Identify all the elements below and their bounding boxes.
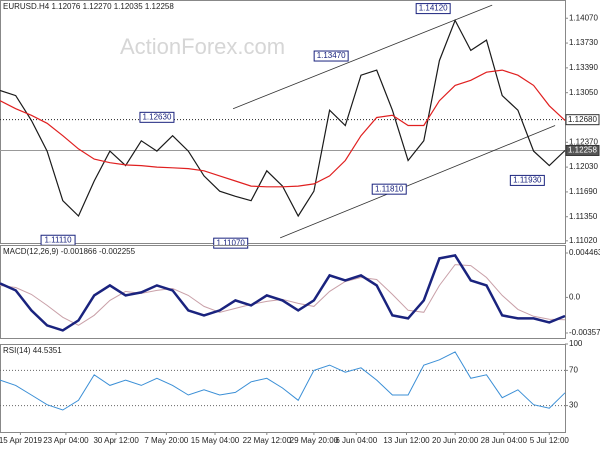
- x-tick-label: 15 Apr 2019: [0, 436, 43, 445]
- x-tick-label: 30 Apr 12:00: [93, 436, 139, 445]
- x-tick-label: 23 Apr 04:00: [43, 436, 89, 445]
- annotation-label: 1.11070: [217, 238, 246, 247]
- annotation-label: 1.11810: [375, 184, 404, 193]
- panel-frame: [0, 344, 566, 433]
- annotation-label: 1.11110: [44, 235, 72, 244]
- annotation-box: [371, 183, 407, 195]
- series-line: [0, 254, 566, 332]
- annotation-label: 1.12630: [142, 112, 171, 121]
- y-tick-label: 1.13050: [569, 88, 598, 97]
- panel-frame: [0, 245, 566, 339]
- trend-line: [232, 4, 493, 110]
- y-tick-label: 30: [569, 401, 578, 410]
- y-tick-label: 1.12370: [569, 137, 598, 146]
- price-label-box: [565, 114, 600, 126]
- x-tick-label: 15 May 04:00: [191, 436, 240, 445]
- x-tick-label: 28 Jun 04:00: [481, 436, 528, 445]
- x-tick-label: 22 May 12:00: [243, 436, 292, 445]
- y-tick-label: 1.14070: [569, 13, 598, 22]
- price-label: 1.12258: [568, 146, 597, 155]
- y-tick-label: 1.13390: [569, 63, 598, 72]
- y-tick-label: 1.12030: [569, 162, 598, 171]
- annotation-label: 1.13470: [317, 51, 346, 60]
- x-tick-label: 6 Jun 04:00: [335, 436, 377, 445]
- y-tick-label: 100: [569, 339, 583, 348]
- y-tick-label: 1.11350: [569, 212, 598, 221]
- series-line: [0, 69, 566, 188]
- series-line: [0, 18, 566, 218]
- annotation-box: [509, 174, 545, 186]
- y-tick-label: 0.004463: [569, 248, 600, 257]
- annotation-label: 1.11930: [513, 176, 542, 185]
- panel-title: RSI(14) 44.5351: [3, 346, 62, 355]
- annotation-box: [213, 237, 249, 249]
- series-line: [0, 351, 566, 411]
- y-tick-label: 1.11690: [569, 187, 598, 196]
- trend-line: [279, 125, 556, 239]
- price-label-box: [565, 144, 600, 156]
- y-tick-label: 1.11020: [569, 236, 598, 245]
- annotation-label: 1.14120: [419, 4, 448, 13]
- annotation-box: [415, 3, 451, 15]
- price-label: 1.12680: [568, 115, 597, 124]
- x-tick-label: 29 May 20:00: [290, 436, 339, 445]
- panel-title: MACD(12,26,9) -0.001866 -0.002255: [3, 247, 136, 256]
- annotation-box: [313, 50, 349, 62]
- panel-title: EURUSD.H4 1.12076 1.12270 1.12035 1.1225…: [3, 2, 174, 11]
- y-tick-label: 0.0: [569, 293, 581, 302]
- x-tick-label: 20 Jun 20:00: [432, 436, 479, 445]
- watermark: ActionForex.com: [120, 34, 285, 59]
- y-tick-label: -0.003576: [569, 328, 600, 337]
- x-tick-label: 5 Jul 12:00: [530, 436, 570, 445]
- y-tick-label: 70: [569, 366, 578, 375]
- x-tick-label: 13 Jun 12:00: [383, 436, 430, 445]
- x-tick-label: 7 May 20:00: [144, 436, 189, 445]
- annotation-box: [139, 111, 175, 123]
- y-tick-label: 1.13730: [569, 38, 598, 47]
